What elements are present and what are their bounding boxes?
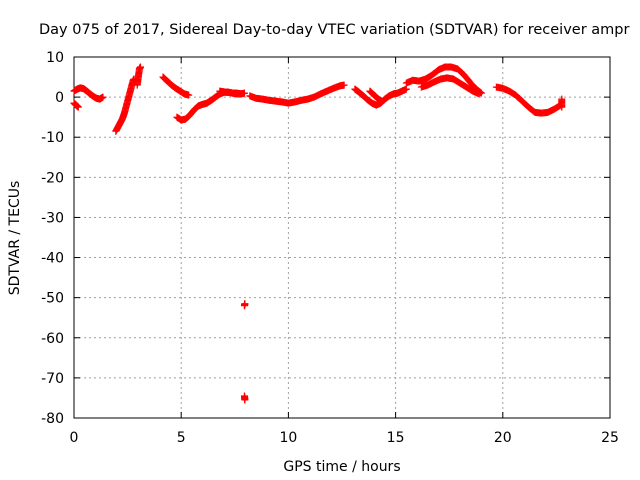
y-tick-label: -60 <box>41 331 64 347</box>
data-point <box>241 300 249 308</box>
y-tick-label: -30 <box>41 210 64 226</box>
data-point <box>378 97 386 105</box>
data-points <box>70 63 566 404</box>
x-tick-label: 15 <box>387 430 405 446</box>
x-tick-label: 20 <box>494 430 512 446</box>
data-point <box>402 85 410 93</box>
y-tick-labels: 10 0 -10 -20 -30 -40 -50 -60 -70 -80 <box>41 50 64 427</box>
data-point <box>185 91 193 99</box>
x-tick-label: 25 <box>601 430 619 446</box>
x-tick-labels: 0 5 10 15 20 25 <box>70 430 619 446</box>
y-tick-label: -70 <box>41 371 64 387</box>
y-tick-label: -10 <box>41 130 64 146</box>
data-point <box>99 93 107 101</box>
data-point <box>241 396 249 404</box>
x-tick-label: 10 <box>279 430 297 446</box>
plot-frame <box>73 56 611 419</box>
y-tick-label: -80 <box>41 411 64 427</box>
y-axis-label: SDTVAR / TECUs <box>7 181 23 296</box>
y-tick-label: -50 <box>41 291 64 307</box>
y-tick-label: -40 <box>41 251 64 267</box>
data-point <box>136 63 144 71</box>
y-tick-label: -20 <box>41 170 64 186</box>
data-point <box>340 81 348 89</box>
y-tick-label: 10 <box>46 50 64 66</box>
data-point <box>237 90 245 98</box>
chart-title: Day 075 of 2017, Sidereal Day-to-day VTE… <box>39 22 629 38</box>
y-tick-label: 0 <box>55 90 64 106</box>
data-point <box>475 90 483 98</box>
data-point <box>558 103 566 111</box>
x-tick-label: 0 <box>70 430 79 446</box>
axis-ticks <box>73 56 611 419</box>
data-point <box>74 103 82 111</box>
x-tick-label: 5 <box>177 430 186 446</box>
x-axis-label: GPS time / hours <box>283 459 400 475</box>
